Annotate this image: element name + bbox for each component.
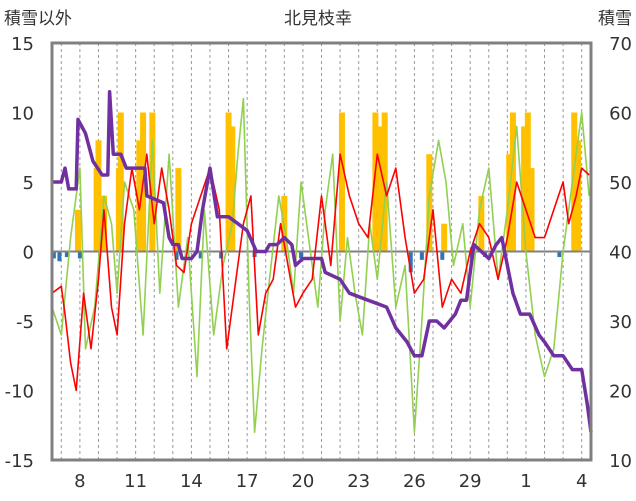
right-tick-label: 70: [609, 34, 632, 55]
right-tick-label: 50: [609, 173, 632, 194]
plot-frame: [50, 41, 593, 462]
left-y-ticks: 15 10 5 0 -5 -10 -15: [5, 34, 34, 472]
x-tick-label: 4: [576, 471, 587, 492]
negative-bar: [198, 251, 203, 259]
x-tick-label: 1: [520, 471, 531, 492]
negative-bar: [64, 251, 69, 258]
x-ticks: 8 11 14 17 20 23 26 29 1 4: [74, 471, 587, 492]
precip-bar: [229, 126, 236, 252]
negative-bar: [77, 251, 82, 259]
precip-bar: [506, 154, 513, 252]
left-tick-label: -15: [5, 451, 34, 472]
right-tick-label: 60: [609, 104, 632, 125]
precip-bar: [441, 223, 448, 252]
left-tick-label: -10: [5, 382, 34, 403]
negative-bar: [299, 251, 304, 259]
left-tick-label: -5: [16, 312, 34, 333]
right-tick-label: 10: [609, 451, 632, 472]
x-tick-label: 23: [347, 471, 370, 492]
precip-bar: [376, 126, 383, 252]
negative-bar: [440, 251, 445, 260]
x-tick-label: 20: [291, 471, 314, 492]
precip-bar: [225, 112, 232, 252]
x-tick-label: 11: [124, 471, 147, 492]
precip-bar: [528, 168, 535, 252]
precip-bar: [381, 112, 388, 252]
purple-series-line: [52, 89, 593, 433]
precip-bar: [95, 140, 102, 252]
red-series-line: [51, 153, 590, 392]
left-tick-label: 10: [11, 104, 34, 125]
x-tick-label: 17: [236, 471, 259, 492]
right-tick-label: 40: [609, 243, 632, 264]
negative-bar: [419, 251, 424, 260]
precip-bar: [372, 112, 379, 252]
precip-bar: [521, 126, 528, 252]
series-lines: [51, 89, 593, 434]
left-tick-label: 0: [23, 243, 34, 264]
right-tick-label: 20: [609, 382, 632, 403]
precip-bar: [509, 112, 516, 252]
precip-bar: [175, 168, 182, 252]
left-axis-label: 積雪以外: [4, 9, 72, 29]
right-axis-label: 積雪: [598, 9, 632, 29]
x-tick-label: 14: [180, 471, 203, 492]
precip-bar: [75, 209, 82, 252]
precip-bar: [149, 112, 156, 252]
precip-bar: [117, 112, 124, 252]
negative-bar: [408, 251, 413, 273]
precip-bar: [571, 112, 578, 252]
precip-bar: [136, 140, 143, 252]
chart-title: 北見枝幸: [284, 9, 352, 29]
precip-bar: [574, 140, 581, 252]
precip-bar: [524, 112, 531, 252]
right-tick-label: 30: [609, 312, 632, 333]
precip-bar: [478, 195, 485, 252]
precip-bar: [338, 112, 345, 252]
negative-bar: [57, 251, 62, 262]
negative-bar: [557, 251, 562, 258]
left-tick-label: 15: [11, 34, 34, 55]
precip-bar: [101, 195, 108, 252]
negative-bar: [51, 251, 56, 259]
x-tick-label: 8: [74, 471, 85, 492]
x-tick-label: 29: [459, 471, 482, 492]
negative-bar: [174, 251, 179, 260]
right-y-ticks: 70 60 50 40 30 20 10: [609, 34, 632, 472]
left-tick-label: 5: [23, 173, 34, 194]
x-tick-label: 26: [403, 471, 426, 492]
